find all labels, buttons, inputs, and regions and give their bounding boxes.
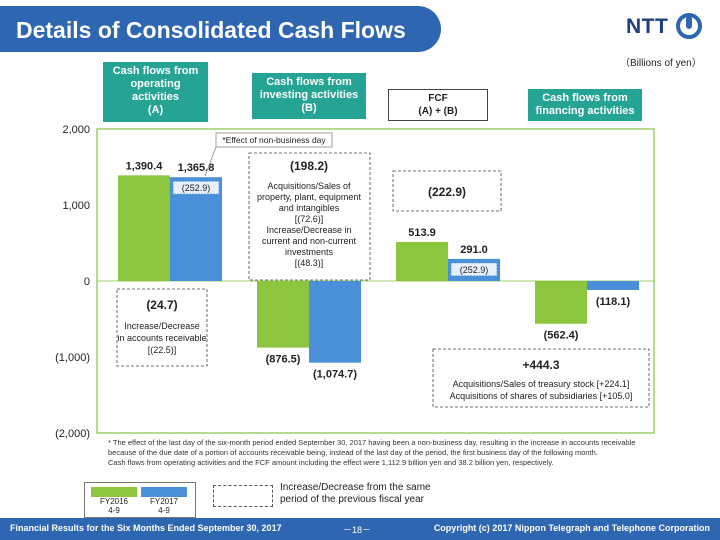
annotation-text: Increase/Decrease [124,321,200,331]
copyright: Copyright (c) 2017 Nippon Telegraph and … [433,523,710,533]
page-number: －18－ [343,525,372,535]
title-bar: Details of Consolidated Cash Flows [0,6,441,52]
bar-fy2016-financing [535,281,587,324]
logo-text: NTT [626,15,669,38]
category-line: Cash flows from [266,76,352,88]
unit-label: （Billions of yen） [620,58,702,69]
y-tick-label: (2,000) [55,428,90,440]
category-operating: Cash flows from operating activities (A) [103,62,208,122]
annotation-value-operating: (24.7) [146,298,177,312]
annotation-value-investing: (198.2) [290,159,328,173]
ntt-logo-icon [676,13,702,39]
bar-fy2017-financing [587,281,639,290]
category-financing: Cash flows from financing activities [528,89,642,121]
bar-fy2016-operating [118,175,170,281]
legend-text: FY2017 [149,497,179,506]
legend-text: FY2016 [99,497,129,506]
legend-swatch-fy2016 [91,487,137,497]
annotation-box-fcf [392,170,502,212]
footer-title: Financial Results for the Six Months End… [10,523,282,533]
value-label-fy2016: 1,390.4 [126,160,164,172]
annotation-box-investing [248,152,371,281]
annotation-value-fcf: (222.9) [428,185,466,199]
legend-text: 4-9 [108,506,120,515]
ntt-logo: NTT [626,12,702,44]
legend-label-fy2016: FY2016 4-9 [91,497,137,515]
effect-note-box [215,132,333,148]
value-label-fy2017: 1,365.8 [178,162,215,174]
annotation-box-financing [432,348,650,408]
value-label-fy2017: 291.0 [460,244,488,256]
legend-text: period of the previous fiscal year [280,494,424,505]
page-title: Details of Consolidated Cash Flows [16,17,406,43]
category-line: Cash flows from [112,65,199,77]
annotation-text: current and non-current [262,236,357,246]
legend: FY2016 4-9 FY2017 4-9 [84,482,196,518]
effect-note-pointer [204,146,217,177]
header: Details of Consolidated Cash Flows NTT [0,0,720,58]
annotation-text: [(48.3)] [295,258,324,268]
y-tick-label: 0 [84,276,90,288]
category-line: financing activities [535,105,635,117]
category-line: (B) [301,102,317,114]
legend-dashed-label: Increase/Decrease from the same period o… [280,482,431,506]
annotation-box-operating [116,288,208,367]
annotation-value-financing: +444.3 [522,358,559,372]
category-line: Cash flows from [542,92,628,104]
value-label-fy2017: (1,074.7) [313,369,357,381]
value-label-fy2016: (876.5) [266,354,301,366]
annotation-text: Acquisitions of shares of subsidiaries [… [450,391,633,401]
footnote-line: Cash flows from operating activities and… [108,458,554,467]
nonbusiness-effect-label: (252.9) [182,183,211,193]
nonbusiness-effect-box [172,180,220,195]
annotation-text: investments [285,247,334,257]
category-line: (A) + (B) [418,106,458,117]
y-tick-label: 2,000 [62,124,90,136]
category-line: investing activities [259,89,359,101]
annotation-text: [(72.6)] [295,214,324,224]
annotation-text: property, plant, equipment [257,192,361,202]
category-investing: Cash flows from investing activities (B) [252,73,366,119]
footnote: * The effect of the last day of the six-… [108,438,708,468]
nonbusiness-effect-box [450,262,498,277]
category-line: FCF [428,93,448,104]
legend-text: Increase/Decrease from the same [280,482,431,493]
effect-note-text: *Effect of non-business day [222,135,326,145]
annotation-text: and intangibles [279,203,340,213]
footnote-line: because of the due date of a portion of … [108,448,598,457]
category-fcf: FCF (A) + (B) [388,89,488,121]
value-label-fy2016: (562.4) [544,330,579,342]
category-line: operating [130,78,181,90]
legend-label-fy2017: FY2017 4-9 [141,497,187,515]
y-tick-label: (1,000) [55,352,90,364]
nonbusiness-effect-label: (252.9) [460,265,489,275]
legend-dashed-swatch [213,485,273,507]
bar-fy2017-investing [309,281,361,363]
value-label-fy2017: (118.1) [596,296,631,308]
value-label-fy2016: 513.9 [408,227,436,239]
annotation-text: Acquisitions/Sales of treasury stock [+2… [453,379,630,389]
footnote-line: * The effect of the last day of the six-… [108,438,636,447]
annotation-text: Acquisitions/Sales of [267,181,351,191]
footer: Financial Results for the Six Months End… [0,518,720,540]
y-tick-label: 1,000 [62,200,90,212]
category-line: (A) [147,104,164,116]
bar-fy2016-fcf [396,241,448,281]
category-line: activities [131,91,180,103]
annotation-text: in accounts receivable [117,333,206,343]
annotation-text: [(22.5)] [148,345,177,355]
bar-fy2016-investing [257,281,309,348]
annotation-text: Increase/Decrease in [266,225,351,235]
legend-text: 4-9 [158,506,170,515]
legend-swatch-fy2017 [141,487,187,497]
